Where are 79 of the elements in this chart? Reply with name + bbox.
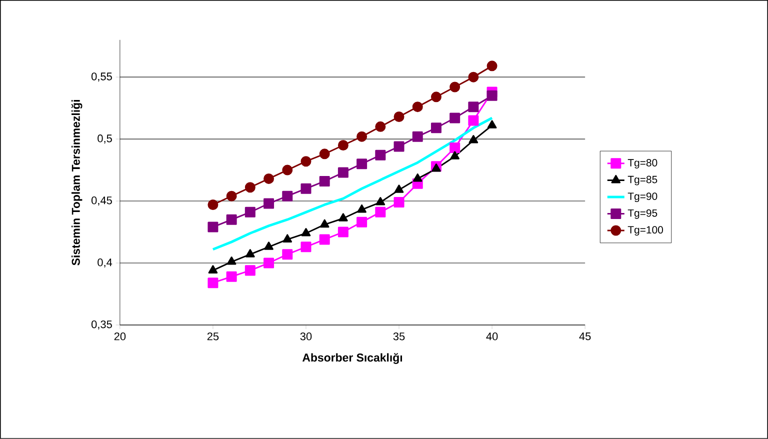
point xyxy=(208,265,218,274)
point xyxy=(338,140,348,151)
point xyxy=(450,112,460,124)
point xyxy=(468,115,479,126)
point xyxy=(338,226,348,238)
point xyxy=(394,112,404,122)
point xyxy=(319,176,330,186)
point xyxy=(432,164,441,172)
point xyxy=(375,121,386,132)
point xyxy=(412,131,423,142)
point xyxy=(264,242,274,250)
legend-label: Tg=85 xyxy=(628,176,658,186)
point xyxy=(394,141,404,152)
point xyxy=(320,219,330,228)
point xyxy=(282,190,293,202)
point xyxy=(450,151,460,160)
point xyxy=(282,249,293,260)
point xyxy=(282,164,293,176)
point xyxy=(208,222,218,232)
point xyxy=(208,278,218,288)
y-tick-label: 0,5 xyxy=(98,134,112,144)
legend-label: Tg=80 xyxy=(628,159,658,169)
point xyxy=(356,216,368,228)
x-tick-label: 20 xyxy=(114,332,126,340)
point xyxy=(338,213,348,222)
point xyxy=(264,174,274,184)
point xyxy=(394,197,404,208)
point xyxy=(226,214,237,225)
x-tick-label: 35 xyxy=(393,332,405,340)
point xyxy=(226,271,237,282)
point xyxy=(412,102,423,112)
x-tick-label: 45 xyxy=(579,332,591,340)
point xyxy=(264,198,274,209)
y-tick-label: 0,35 xyxy=(92,320,112,330)
point xyxy=(338,167,348,178)
y-tick-label: 0,55 xyxy=(92,72,112,82)
point xyxy=(226,190,237,202)
point xyxy=(357,204,366,213)
point xyxy=(468,135,478,144)
point xyxy=(450,82,460,92)
y-axis-title: Sistemin Toplam Tersinmezliği xyxy=(71,100,82,266)
point xyxy=(430,92,442,102)
x-tick-label: 30 xyxy=(300,332,312,340)
x-axis-title: Absorber Sıcaklığı xyxy=(302,353,402,364)
point xyxy=(356,158,368,170)
point xyxy=(282,234,292,242)
point xyxy=(300,242,312,252)
y-tick-label: 0,45 xyxy=(92,196,112,206)
legend-label: Tg=95 xyxy=(628,209,658,219)
point xyxy=(450,142,460,154)
point xyxy=(375,206,386,218)
point xyxy=(300,156,312,167)
point xyxy=(376,197,386,206)
x-tick-label: 25 xyxy=(207,332,219,340)
point xyxy=(468,72,479,82)
point xyxy=(375,150,386,160)
point xyxy=(394,184,404,193)
point xyxy=(301,228,311,236)
point xyxy=(300,183,312,194)
point xyxy=(486,90,498,101)
point xyxy=(319,234,330,245)
point xyxy=(487,120,497,128)
legend-label: Tg=100 xyxy=(628,226,663,236)
point xyxy=(246,249,255,258)
point xyxy=(412,174,422,182)
point xyxy=(468,102,479,112)
legend-label: Tg=90 xyxy=(628,192,658,202)
point xyxy=(356,131,368,142)
point xyxy=(430,122,442,134)
point xyxy=(226,256,236,265)
x-tick-label: 40 xyxy=(486,332,498,340)
point xyxy=(208,200,218,210)
point xyxy=(264,258,274,268)
point xyxy=(244,182,256,193)
point xyxy=(486,60,498,72)
point xyxy=(244,206,256,218)
point xyxy=(244,265,256,276)
point xyxy=(319,148,330,160)
y-tick-label: 0,4 xyxy=(98,258,112,268)
